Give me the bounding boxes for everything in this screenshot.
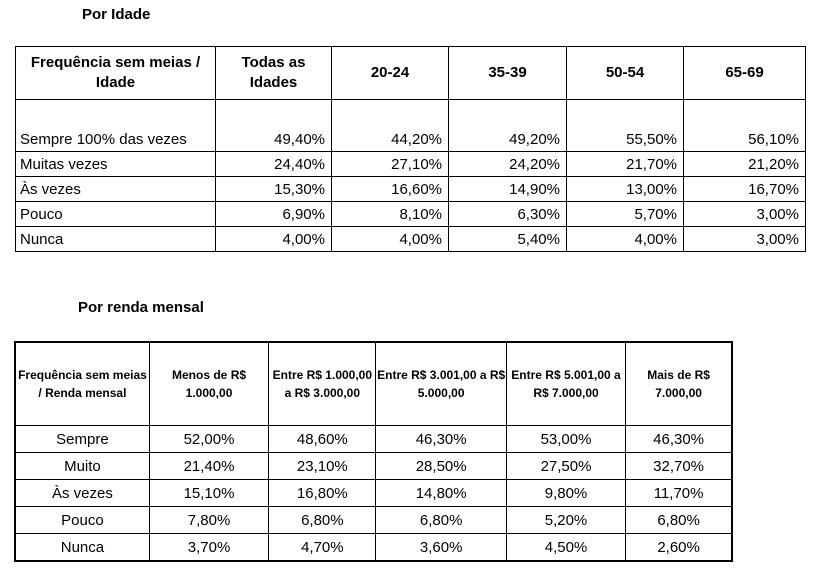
table-cell: 6,80% <box>375 506 507 534</box>
header-cell: Entre R$ 1.000,00 a R$ 3.000,00 <box>268 341 377 426</box>
table-cell: 4,00% <box>215 226 332 252</box>
row-label: Pouco <box>15 201 216 227</box>
table-cell: 56,10% <box>683 99 806 152</box>
table-cell: 27,10% <box>331 151 449 177</box>
row-label: Pouco <box>14 506 150 534</box>
table-cell: 7,80% <box>148 506 270 534</box>
table-row: Nunca 3,70% 4,70% 3,60% 4,50% 2,60% <box>14 533 733 562</box>
header-cell: Todas as Idades <box>215 46 332 100</box>
table-cell: 5,70% <box>566 201 684 227</box>
table-cell: 5,20% <box>505 506 627 534</box>
table-header-row: Frequência sem meias / Renda mensal Meno… <box>14 341 733 426</box>
table-cell: 46,30% <box>625 425 733 453</box>
row-label: Sempre 100% das vezes <box>15 99 216 152</box>
table-cell: 6,30% <box>448 201 567 227</box>
table-cell: 11,70% <box>625 479 733 507</box>
table-cell: 49,20% <box>448 99 567 152</box>
table-row: Pouco 6,90% 8,10% 6,30% 5,70% 3,00% <box>15 201 806 227</box>
row-label: Às vezes <box>14 479 150 507</box>
table-cell: 53,00% <box>505 425 627 453</box>
row-label: Muito <box>14 452 150 480</box>
header-cell: Mais de R$ 7.000,00 <box>625 341 733 426</box>
header-cell: 65-69 <box>683 46 806 100</box>
table-row: Sempre 100% das vezes 49,40% 44,20% 49,2… <box>15 99 806 152</box>
section-title-by-income: Por renda mensal <box>78 299 204 316</box>
table-cell: 14,80% <box>375 479 507 507</box>
table-cell: 52,00% <box>148 425 270 453</box>
table-cell: 13,00% <box>566 176 684 202</box>
table-cell: 21,40% <box>148 452 270 480</box>
table-cell: 15,10% <box>148 479 270 507</box>
header-cell: Entre R$ 3.001,00 a R$ 5.000,00 <box>375 341 507 426</box>
row-label: Muitas vezes <box>15 151 216 177</box>
table-cell: 4,00% <box>331 226 449 252</box>
row-label: Às vezes <box>15 176 216 202</box>
table-cell: 4,00% <box>566 226 684 252</box>
table-cell: 8,10% <box>331 201 449 227</box>
header-cell: 35-39 <box>448 46 567 100</box>
table-cell: 14,90% <box>448 176 567 202</box>
table-cell: 15,30% <box>215 176 332 202</box>
row-label: Nunca <box>14 533 150 562</box>
table-cell: 55,50% <box>566 99 684 152</box>
row-label: Sempre <box>14 425 150 453</box>
table-row: Às vezes 15,30% 16,60% 14,90% 13,00% 16,… <box>15 176 806 202</box>
table-cell: 21,20% <box>683 151 806 177</box>
table-row: Muito 21,40% 23,10% 28,50% 27,50% 32,70% <box>14 452 733 480</box>
table-cell: 48,60% <box>268 425 377 453</box>
table-cell: 49,40% <box>215 99 332 152</box>
table-cell: 3,70% <box>148 533 270 562</box>
table-cell: 3,00% <box>683 201 806 227</box>
table-cell: 27,50% <box>505 452 627 480</box>
table-cell: 4,50% <box>505 533 627 562</box>
table-cell: 2,60% <box>625 533 733 562</box>
table-cell: 44,20% <box>331 99 449 152</box>
table-cell: 5,40% <box>448 226 567 252</box>
table-header-row: Frequência sem meias / Idade Todas as Id… <box>15 46 806 100</box>
table-row: Pouco 7,80% 6,80% 6,80% 5,20% 6,80% <box>14 506 733 534</box>
table-cell: 3,60% <box>375 533 507 562</box>
table-cell: 28,50% <box>375 452 507 480</box>
table-cell: 6,80% <box>268 506 377 534</box>
table-cell: 16,80% <box>268 479 377 507</box>
table-cell: 4,70% <box>268 533 377 562</box>
table-cell: 46,30% <box>375 425 507 453</box>
header-cell: Menos de R$ 1.000,00 <box>148 341 270 426</box>
table-cell: 21,70% <box>566 151 684 177</box>
income-frequency-table: Frequência sem meias / Renda mensal Meno… <box>14 341 733 562</box>
table-cell: 3,00% <box>683 226 806 252</box>
table-cell: 24,40% <box>215 151 332 177</box>
table-row: Nunca 4,00% 4,00% 5,40% 4,00% 3,00% <box>15 226 806 252</box>
header-cell: Entre R$ 5.001,00 a R$ 7.000,00 <box>505 341 627 426</box>
table-row: Sempre 52,00% 48,60% 46,30% 53,00% 46,30… <box>14 425 733 453</box>
table-cell: 23,10% <box>268 452 377 480</box>
table-cell: 32,70% <box>625 452 733 480</box>
header-cell: Frequência sem meias / Idade <box>15 46 216 100</box>
header-cell: Frequência sem meias / Renda mensal <box>14 341 150 426</box>
table-cell: 6,90% <box>215 201 332 227</box>
table-cell: 24,20% <box>448 151 567 177</box>
table-cell: 6,80% <box>625 506 733 534</box>
table-cell: 16,60% <box>331 176 449 202</box>
table-cell: 16,70% <box>683 176 806 202</box>
table-cell: 9,80% <box>505 479 627 507</box>
header-cell: 50-54 <box>566 46 684 100</box>
header-cell: 20-24 <box>331 46 449 100</box>
row-label: Nunca <box>15 226 216 252</box>
table-row: Muitas vezes 24,40% 27,10% 24,20% 21,70%… <box>15 151 806 177</box>
section-title-by-age: Por Idade <box>82 6 151 23</box>
age-frequency-table: Frequência sem meias / Idade Todas as Id… <box>15 46 806 252</box>
table-row: Às vezes 15,10% 16,80% 14,80% 9,80% 11,7… <box>14 479 733 507</box>
